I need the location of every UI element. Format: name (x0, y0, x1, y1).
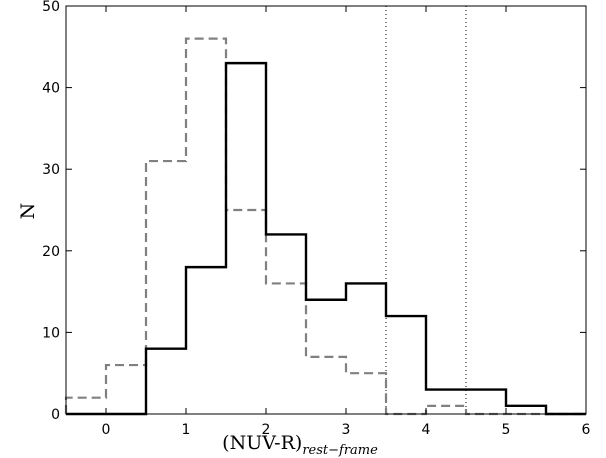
histogram-series-solid (66, 61, 586, 416)
y-tick-label-50: 50 (42, 0, 60, 15)
histogram-series-dashed (64, 37, 586, 416)
x-axis-label-main: (NUV-R) (222, 432, 302, 454)
y-tick-label-40: 40 (42, 81, 60, 97)
y-tick-label-10: 10 (42, 325, 60, 341)
x-tick-label-2: 2 (262, 422, 271, 438)
x-axis-label-subscript: rest−frame (302, 443, 378, 458)
y-tick-label-30: 30 (42, 162, 60, 178)
x-tick-label-0: 0 (102, 422, 111, 438)
y-tick-label-20: 20 (42, 244, 60, 260)
x-tick-label-6: 6 (582, 422, 591, 438)
x-axis-label: (NUV-R)rest−frame (222, 432, 378, 458)
x-tick-label-3: 3 (342, 422, 351, 438)
x-tick-label-4: 4 (422, 422, 431, 438)
y-tick-label-0: 0 (51, 407, 60, 423)
plot-area: 0 1 2 3 4 5 6 0 10 20 30 40 50 (42, 0, 590, 438)
x-tick-label-5: 5 (502, 422, 511, 438)
y-axis-label: N (17, 203, 39, 220)
x-tick-label-1: 1 (182, 422, 191, 438)
plot-frame (65, 5, 587, 415)
